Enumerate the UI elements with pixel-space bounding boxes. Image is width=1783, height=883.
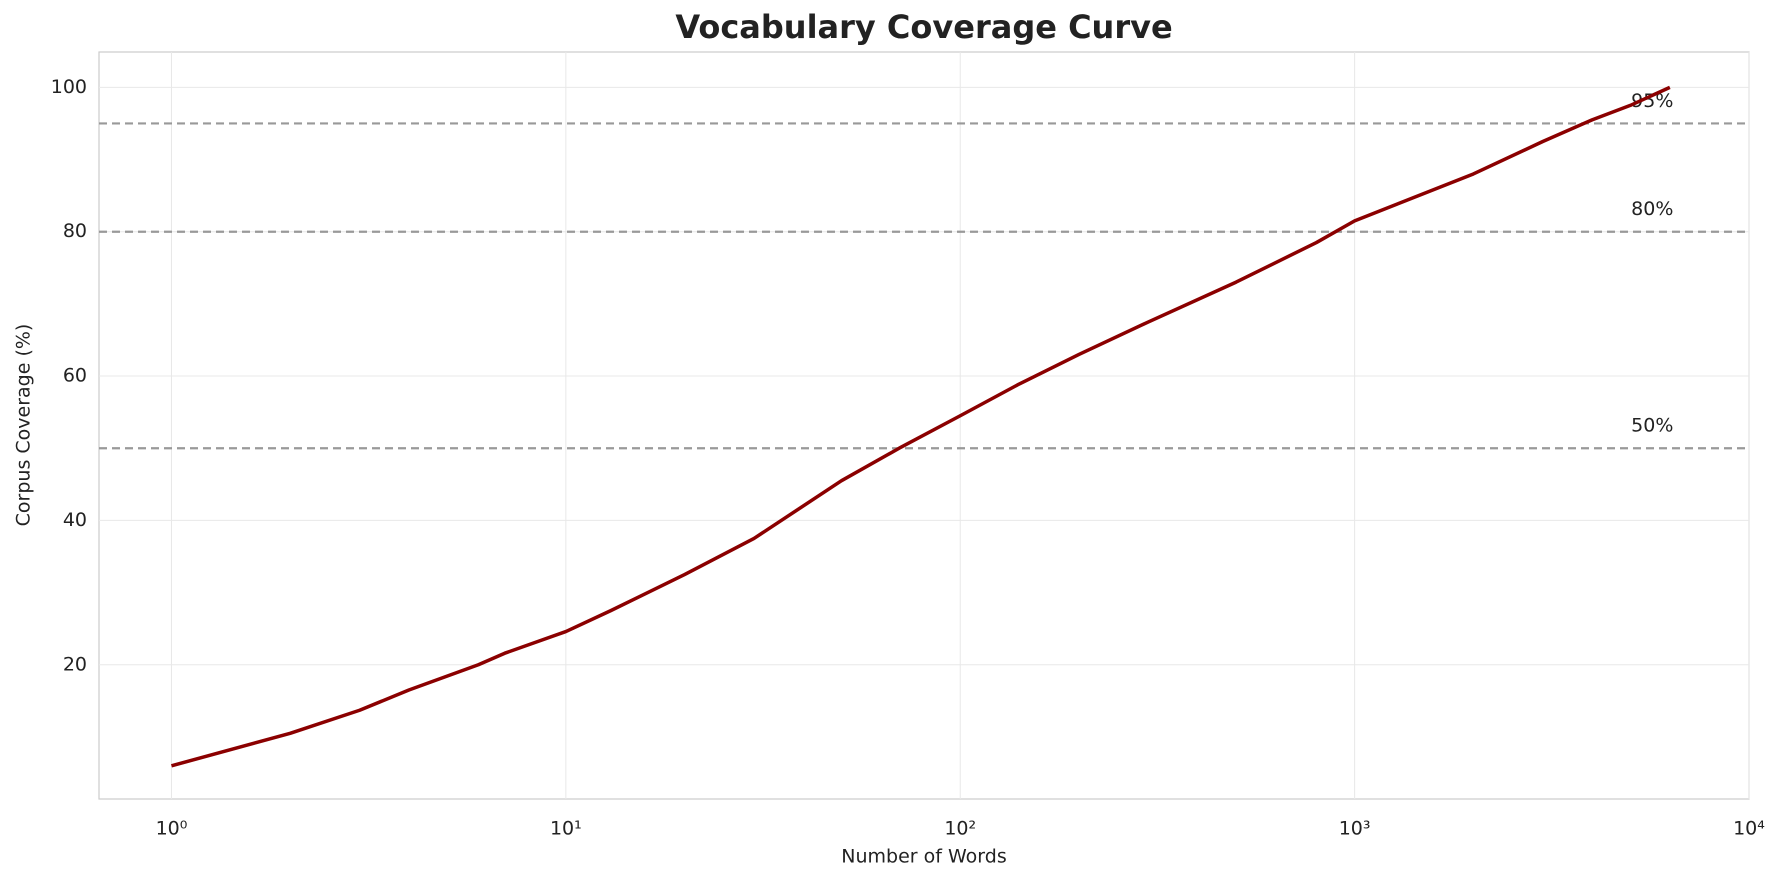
y-tick-label: 40 (63, 509, 87, 531)
x-tick-label: 10⁰ (156, 818, 188, 840)
chart-title: Vocabulary Coverage Curve (675, 8, 1172, 46)
y-axis-label: Corpus Coverage (%) (13, 324, 35, 527)
reference-label: 95% (1631, 90, 1673, 112)
y-tick-label: 100 (51, 76, 87, 98)
y-tick-label: 80 (63, 220, 87, 242)
x-axis-label: Number of Words (841, 846, 1006, 868)
x-tick-label: 10⁴ (1733, 818, 1765, 840)
line-series (171, 85, 1671, 768)
x-tick-label: 10² (944, 818, 976, 840)
y-tick-label: 20 (63, 653, 87, 675)
y-tick-label: 60 (63, 365, 87, 387)
x-tick-label: 10³ (1339, 818, 1371, 840)
reference-label: 50% (1631, 415, 1673, 437)
x-tick-label: 10¹ (550, 818, 582, 840)
reference-label: 80% (1631, 198, 1673, 220)
plot-area (98, 51, 1750, 800)
